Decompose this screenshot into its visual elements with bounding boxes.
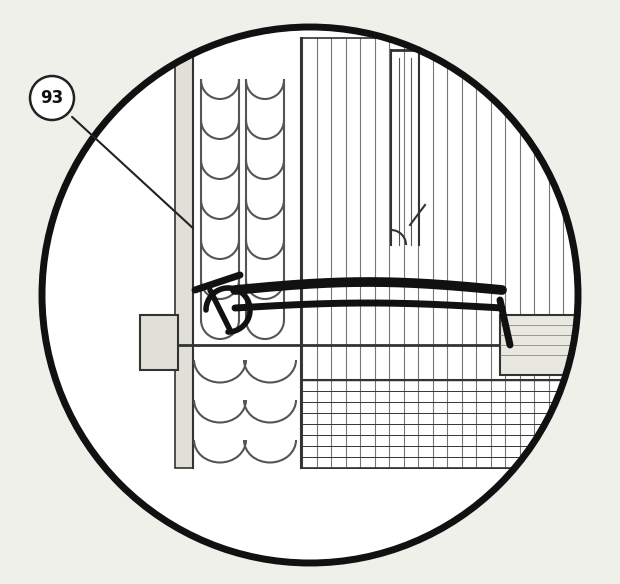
Bar xyxy=(193,38,301,468)
Bar xyxy=(175,38,193,468)
Circle shape xyxy=(30,76,74,120)
Bar xyxy=(500,315,592,375)
Text: 93: 93 xyxy=(40,89,64,107)
Bar xyxy=(140,315,178,370)
Circle shape xyxy=(42,27,578,563)
